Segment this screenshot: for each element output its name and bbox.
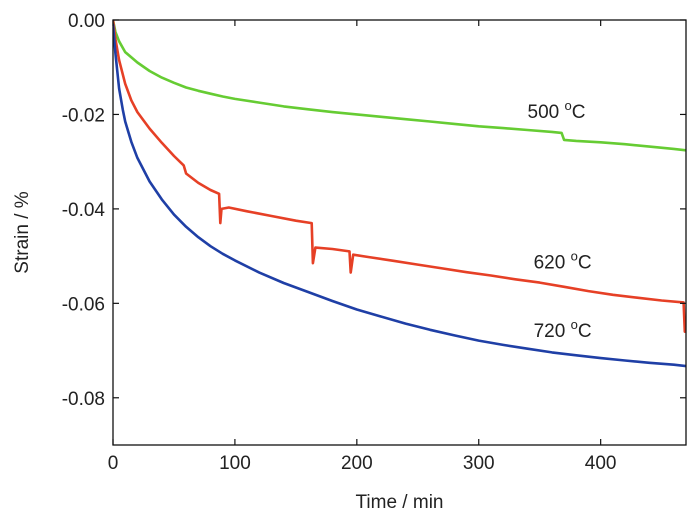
series-layer: [113, 20, 686, 368]
labels-layer: 0 100 200 300 400 0.00 -0.02 -0.04 -0.06 -0.08 500…: [62, 11, 617, 474]
x-tick-label: 0: [108, 453, 119, 474]
series-line-620: [113, 20, 686, 333]
y-tick-label: -0.04: [62, 200, 106, 221]
x-tick-label: 200: [341, 453, 373, 474]
ticks-layer: [112, 19, 686, 445]
y-axis-title: Strain / %: [12, 191, 33, 273]
y-tick-label: -0.02: [62, 105, 105, 126]
x-tick-label: 100: [219, 453, 251, 474]
y-tick-label: -0.06: [62, 294, 105, 315]
x-tick-label: 400: [585, 453, 617, 474]
x-axis-title: Time / min: [356, 492, 444, 513]
y-tick-label: -0.08: [62, 389, 105, 410]
x-tick-label: 300: [463, 453, 495, 474]
series-line-500: [113, 20, 686, 152]
plot-frame: [112, 19, 687, 446]
series-label-720: 720 oC: [534, 317, 592, 342]
series-label-500: 500 oC: [528, 98, 586, 123]
series-line-720: [113, 23, 686, 368]
y-tick-label: 0.00: [68, 11, 105, 32]
series-label-620: 620 oC: [534, 248, 592, 273]
